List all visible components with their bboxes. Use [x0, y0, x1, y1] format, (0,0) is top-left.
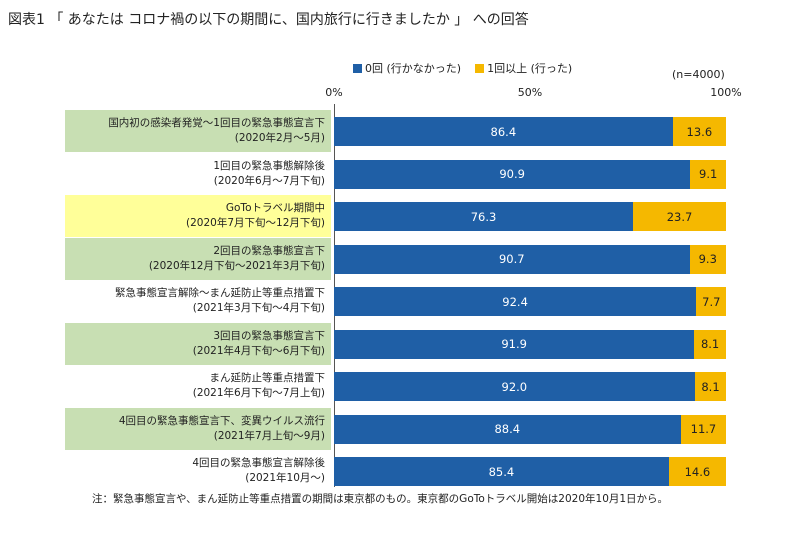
data-label-zero: 91.9 — [501, 337, 527, 351]
category-label-line2: (2021年3月下旬～4月下旬) — [192, 302, 325, 314]
bar-once-or-more: 23.7 — [633, 202, 726, 231]
category-label-line2: (2020年2月～5月) — [234, 132, 325, 144]
data-label-once: 9.1 — [699, 167, 718, 181]
data-label-once: 13.6 — [686, 124, 713, 139]
category-label: 4回目の緊急事態宣言下、変異ウイルス流行 (2021年7月上旬～9月) — [65, 407, 331, 450]
category-label-line1: 4回目の緊急事態宣言解除後 — [192, 457, 325, 469]
bar-once-or-more: 7.7 — [696, 287, 727, 316]
category-label-line1: GoToトラベル期間中 — [225, 202, 325, 214]
category-label-line1: まん延防止等重点措置下 — [209, 372, 326, 384]
bar-once-or-more: 14.6 — [668, 457, 726, 486]
data-label-zero: 88.4 — [494, 422, 521, 436]
data-label-once: 11.7 — [690, 422, 717, 436]
category-label-line2: (2020年12月下旬～2021年3月下旬) — [148, 259, 325, 272]
category-label: 1回目の緊急事態解除後 (2020年6月～7月下旬) — [65, 153, 331, 195]
category-label-line1: 1回目の緊急事態解除後 — [213, 159, 325, 172]
category-label: 2回目の緊急事態宣言下 (2020年12月下旬～2021年3月下旬) — [65, 237, 331, 280]
x-tick-0: 0% — [325, 86, 343, 99]
bar-once-or-more: 9.3 — [689, 244, 726, 274]
chart-row: 3回目の緊急事態宣言下 (2021年4月下旬～6月下旬) 91.9 8.1 — [0, 322, 810, 365]
bar-zero-times: 86.4 — [334, 117, 673, 146]
category-label: 4回目の緊急事態宣言解除後 (2021年10月～) — [65, 450, 331, 492]
bar-zero-times: 85.4 — [334, 457, 669, 486]
category-label-line2: (2021年7月上旬～9月) — [213, 429, 325, 442]
category-label-line1: 緊急事態宣言解除～まん延防止等重点措置下 — [115, 287, 325, 299]
chart-row: 緊急事態宣言解除～まん延防止等重点措置下 (2021年3月下旬～4月下旬) 92.4… — [0, 280, 810, 322]
category-label: 国内初の感染者発覚～1回目の緊急事態宣言下 (2020年2月～5月) — [65, 110, 331, 152]
bar-once-or-more: 8.1 — [694, 372, 727, 401]
category-label-line1: 4回目の緊急事態宣言下、変異ウイルス流行 — [118, 414, 325, 427]
legend-label-once: 1回以上 (行った) — [487, 62, 573, 75]
category-label-line2: (2021年4月下旬～6月下旬) — [192, 344, 325, 357]
data-label-once: 8.1 — [700, 337, 720, 351]
data-label-zero: 90.7 — [498, 252, 525, 266]
category-label-line1: 3回目の緊急事態宣言下 — [213, 329, 325, 342]
bar-once-or-more: 11.7 — [680, 414, 727, 444]
bar-zero-times: 92.0 — [334, 372, 695, 401]
category-label: まん延防止等重点措置下 (2021年6月下旬～7月上旬) — [65, 365, 331, 407]
chart-row: 1回目の緊急事態解除後 (2020年6月～7月下旬) 90.9 9.1 — [0, 153, 810, 195]
legend: 0回 (行かなかった) 1回以上 (行った) — [353, 60, 586, 76]
chart-row: 4回目の緊急事態宣言下、変異ウイルス流行 (2021年7月上旬～9月) 88.4 11… — [0, 407, 810, 450]
x-tick-100: 100% — [710, 86, 742, 99]
data-label-once: 23.7 — [666, 209, 693, 224]
chart-row: 国内初の感染者発覚～1回目の緊急事態宣言下 (2020年2月～5月) 86.4 13.… — [0, 110, 810, 152]
bar-once-or-more: 9.1 — [690, 159, 726, 189]
sample-size-note: (n=4000) — [672, 68, 725, 81]
data-label-zero: 90.9 — [499, 167, 525, 181]
bar-zero-times: 76.3 — [334, 202, 634, 231]
chart-title: 図表1 「 あなたは コロナ禍の以下の期間に、国内旅行に行きましたか 」 への回… — [8, 12, 529, 28]
category-label: 緊急事態宣言解除～まん延防止等重点措置下 (2021年3月下旬～4月下旬) — [65, 280, 331, 322]
bar-zero-times: 90.7 — [334, 244, 690, 274]
legend-item-once: 1回以上 (行った) — [475, 60, 572, 76]
category-label-line2: (2020年7月下旬～12月下旬) — [186, 217, 325, 229]
category-label-line2: (2021年10月～) — [245, 472, 325, 484]
chart-row: 2回目の緊急事態宣言下 (2020年12月下旬～2021年3月下旬) 90.7 9.3 — [0, 237, 810, 280]
data-label-zero: 85.4 — [488, 464, 515, 479]
bar-once-or-more: 8.1 — [694, 329, 726, 359]
category-label-line2: (2020年6月～7月下旬) — [213, 174, 325, 187]
data-label-zero: 86.4 — [490, 124, 517, 139]
legend-swatch-zero — [353, 63, 362, 73]
data-label-zero: 92.0 — [501, 379, 528, 394]
bar-once-or-more: 13.6 — [672, 117, 726, 146]
bar-zero-times: 91.9 — [334, 329, 695, 359]
x-axis-ticks: 0% 50% 100% — [0, 86, 810, 102]
data-label-zero: 92.4 — [502, 294, 528, 309]
category-label-line2: (2021年6月下旬～7月上旬) — [192, 387, 325, 399]
data-label-once: 7.7 — [702, 294, 721, 309]
chart-row: GoToトラベル期間中 (2020年7月下旬～12月下旬) 76.3 23.7 — [0, 195, 810, 237]
footnote: 注：緊急事態宣言や、まん延防止等重点措置の期間は東京都のもの。東京都のGoToト… — [92, 493, 669, 505]
category-label-line1: 2回目の緊急事態宣言下 — [213, 244, 325, 257]
bar-zero-times: 90.9 — [334, 159, 691, 189]
legend-item-zero: 0回 (行かなかった) — [353, 60, 461, 76]
bar-zero-times: 92.4 — [334, 287, 697, 316]
data-label-once: 9.3 — [698, 252, 717, 266]
data-label-once: 8.1 — [701, 379, 720, 394]
chart-row: まん延防止等重点措置下 (2021年6月下旬～7月上旬) 92.0 8.1 — [0, 365, 810, 407]
legend-swatch-once — [475, 63, 485, 73]
category-label: 3回目の緊急事態宣言下 (2021年4月下旬～6月下旬) — [65, 322, 331, 365]
x-tick-50: 50% — [517, 86, 543, 99]
data-label-zero: 76.3 — [470, 209, 497, 224]
legend-label-zero: 0回 (行かなかった) — [365, 62, 462, 75]
chart-row: 4回目の緊急事態宣言解除後 (2021年10月～) 85.4 14.6 — [0, 450, 810, 492]
data-label-once: 14.6 — [684, 464, 711, 479]
bar-zero-times: 88.4 — [334, 414, 681, 444]
category-label-line1: 国内初の感染者発覚～1回目の緊急事態宣言下 — [108, 117, 325, 129]
category-label: GoToトラベル期間中 (2020年7月下旬～12月下旬) — [65, 195, 331, 237]
